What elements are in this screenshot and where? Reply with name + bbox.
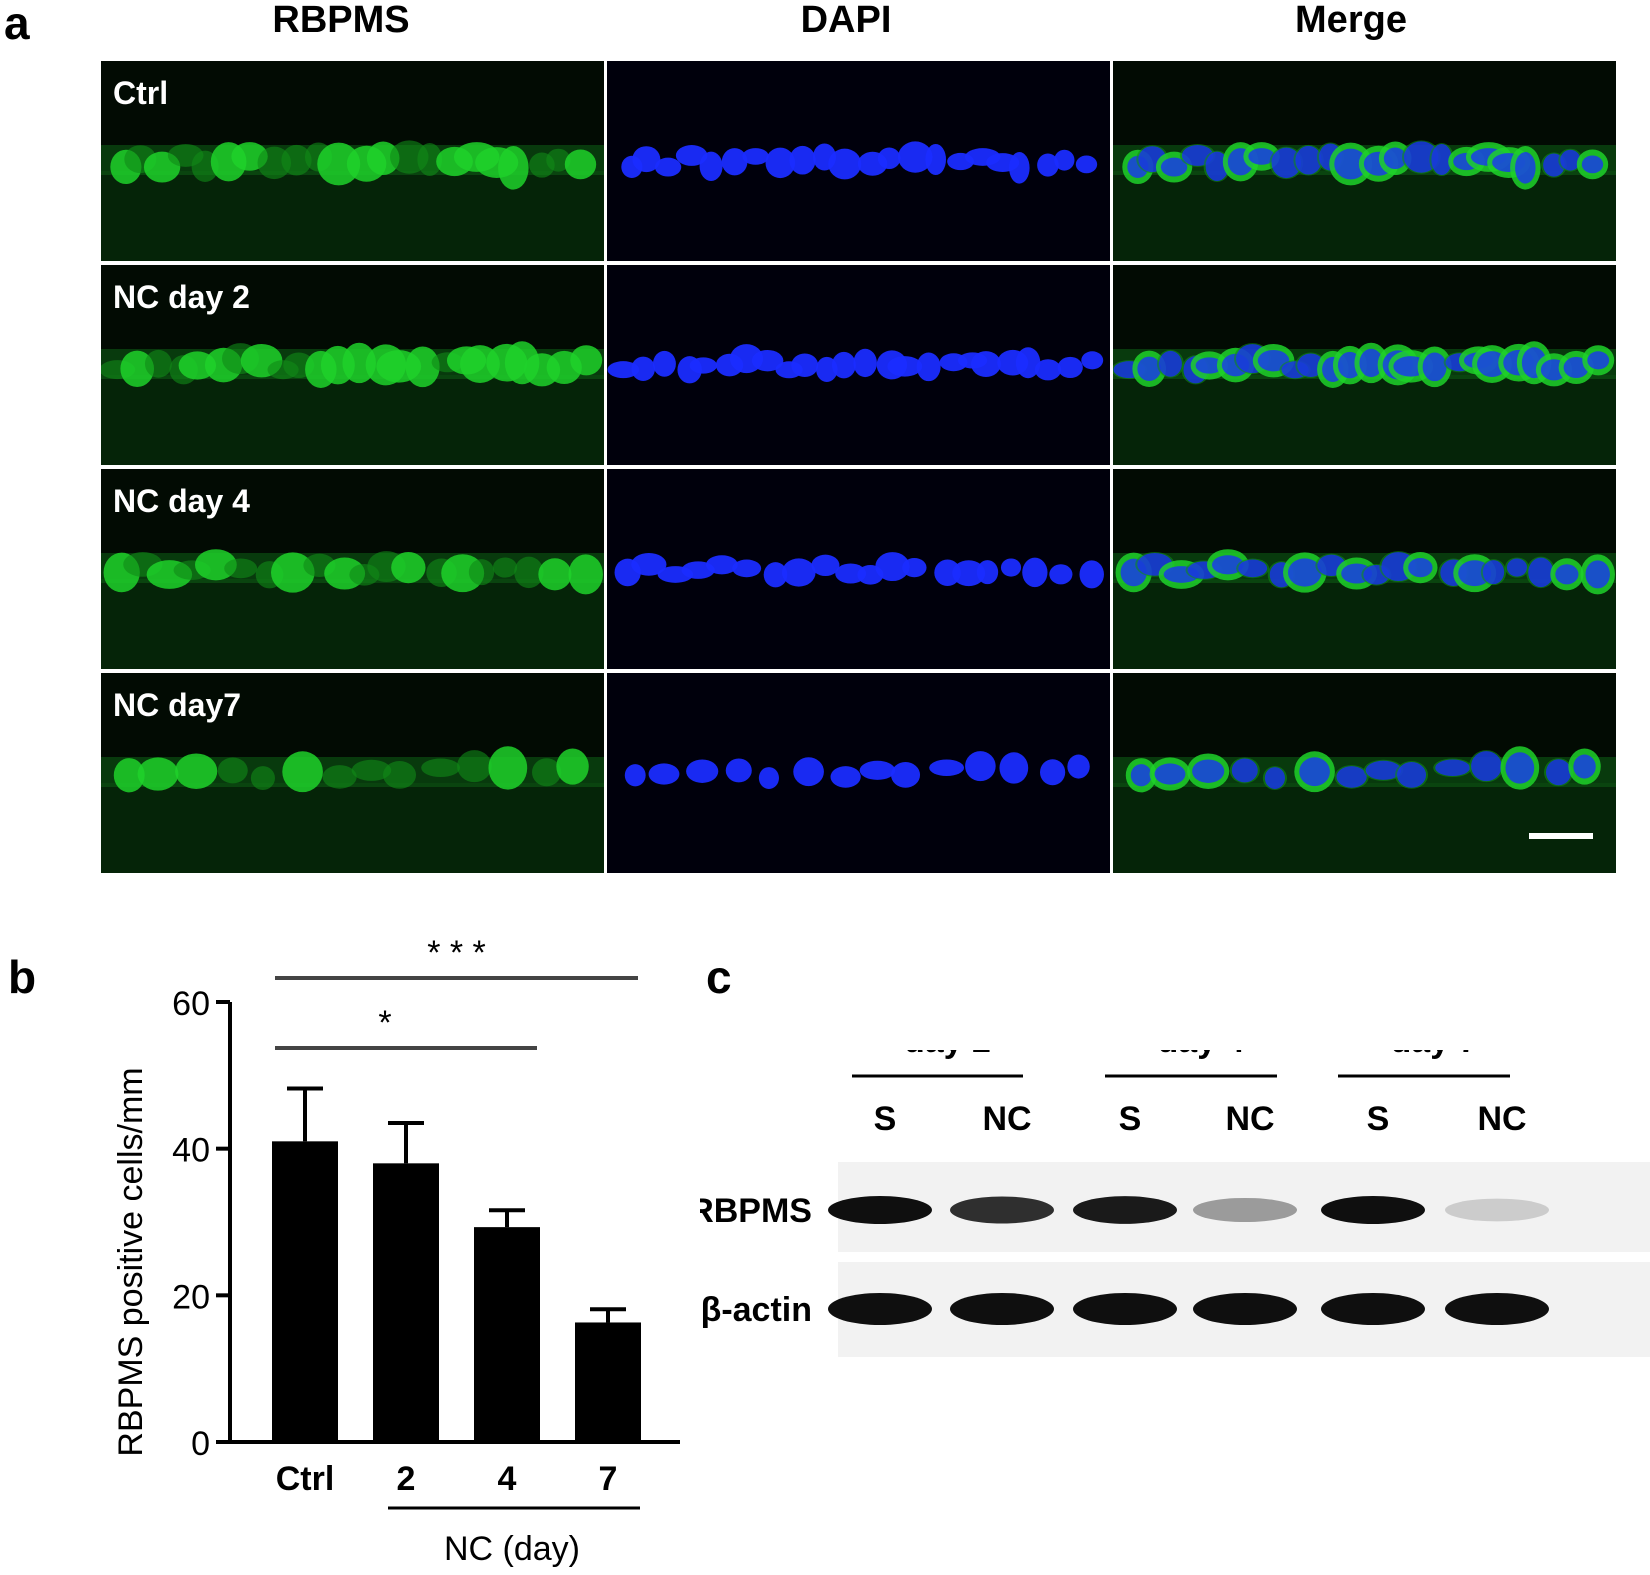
micrograph-grid: Ctrl NC day 2 NC day 4 NC day7 (101, 61, 1616, 879)
y-tick-label: 20 (172, 1278, 210, 1316)
lane-label-1: S (874, 1100, 897, 1138)
day-label-day-7: day 7 (1391, 1050, 1478, 1060)
x-tick-label-7: 7 (599, 1460, 618, 1498)
day-label-day-4: day 4 (1158, 1050, 1245, 1060)
micrograph-nc-day7-merge (1113, 673, 1616, 873)
row-label-nc-day7: NC day7 (113, 687, 242, 723)
band-rbpms-lane-4 (1193, 1197, 1297, 1223)
micrograph-ctrl-dapi (607, 61, 1110, 261)
band-actin-lane-1 (828, 1293, 932, 1325)
band-actin-lane-6 (1445, 1293, 1549, 1325)
bar-chart: 0 20 40 60 RBPMS positive cells/mm Ctrl 2 4 7 NC … (112, 934, 680, 1568)
band-rbpms-lane-5 (1321, 1196, 1425, 1224)
row-label-ctrl: Ctrl (113, 75, 169, 111)
micrograph-ctrl-merge (1113, 61, 1616, 261)
micrograph-nc-day-2-dapi (607, 265, 1110, 465)
band-label-actin: β-actin (701, 1291, 812, 1329)
lane-label-5: S (1367, 1100, 1390, 1138)
micrograph-nc-day7-dapi (607, 673, 1110, 873)
x-axis-label: NC (day) (444, 1530, 580, 1568)
band-rbpms-lane-1 (828, 1196, 932, 1224)
band-rbpms-lane-3 (1073, 1196, 1177, 1224)
lane-label-6: NC (1477, 1100, 1526, 1138)
day-label-day-2: day 2 (904, 1050, 991, 1060)
y-axis-label: RBPMS positive cells/mm (112, 1067, 150, 1456)
panel-c-letter: c (706, 951, 732, 1003)
panel-a-letter: a (4, 0, 30, 49)
band-actin-lane-2 (950, 1293, 1054, 1325)
lane-label-4: NC (1225, 1100, 1274, 1138)
micrograph-nc-day-4-merge (1113, 469, 1616, 669)
bar-ctrl (272, 1141, 338, 1442)
y-tick-label: 60 (172, 985, 210, 1023)
y-tick-label: 0 (191, 1425, 210, 1463)
significance-label-ctrl-4: * (378, 1004, 391, 1042)
bar-2 (373, 1163, 439, 1442)
lane-label-3: S (1119, 1100, 1142, 1138)
column-heading-dapi: DAPI (800, 0, 892, 41)
bar-7 (575, 1322, 641, 1442)
row-label-nc-day-4: NC day 4 (113, 483, 250, 519)
panel-b-letter: b (8, 951, 37, 1003)
band-label-rbpms: RBPMS (700, 1192, 812, 1230)
x-tick-label-4: 4 (498, 1460, 517, 1498)
band-actin-lane-5 (1321, 1293, 1425, 1325)
micrograph-nc-day-2-merge (1113, 265, 1616, 465)
x-tick-label-ctrl: Ctrl (276, 1460, 335, 1498)
significance-label-ctrl-7: * * * (427, 934, 486, 972)
scale-bar (1529, 833, 1593, 839)
micrograph-nc-day-4-dapi (607, 469, 1110, 669)
column-heading-merge: Merge (1295, 0, 1407, 41)
bar-4 (474, 1227, 540, 1442)
x-tick-label-2: 2 (397, 1460, 416, 1498)
micrograph-nc-day7-rbpms: NC day7 (101, 673, 604, 873)
row-label-nc-day-2: NC day 2 (113, 279, 250, 315)
micrograph-nc-day-4-rbpms: NC day 4 (101, 469, 604, 669)
lane-label-2: NC (982, 1100, 1031, 1138)
band-rbpms-lane-2 (950, 1196, 1054, 1224)
column-heading-rbpms: RBPMS (272, 0, 410, 41)
western-blot: day 2 day 4 day 7 S NC S NC S NC RBPMS β-actin (700, 1050, 1650, 1357)
micrograph-ctrl-rbpms: Ctrl (101, 61, 604, 261)
band-actin-lane-3 (1073, 1293, 1177, 1325)
band-actin-lane-4 (1193, 1293, 1297, 1325)
y-tick-label: 40 (172, 1132, 210, 1170)
micrograph-nc-day-2-rbpms: NC day 2 (101, 265, 604, 465)
band-rbpms-lane-6 (1445, 1198, 1549, 1222)
